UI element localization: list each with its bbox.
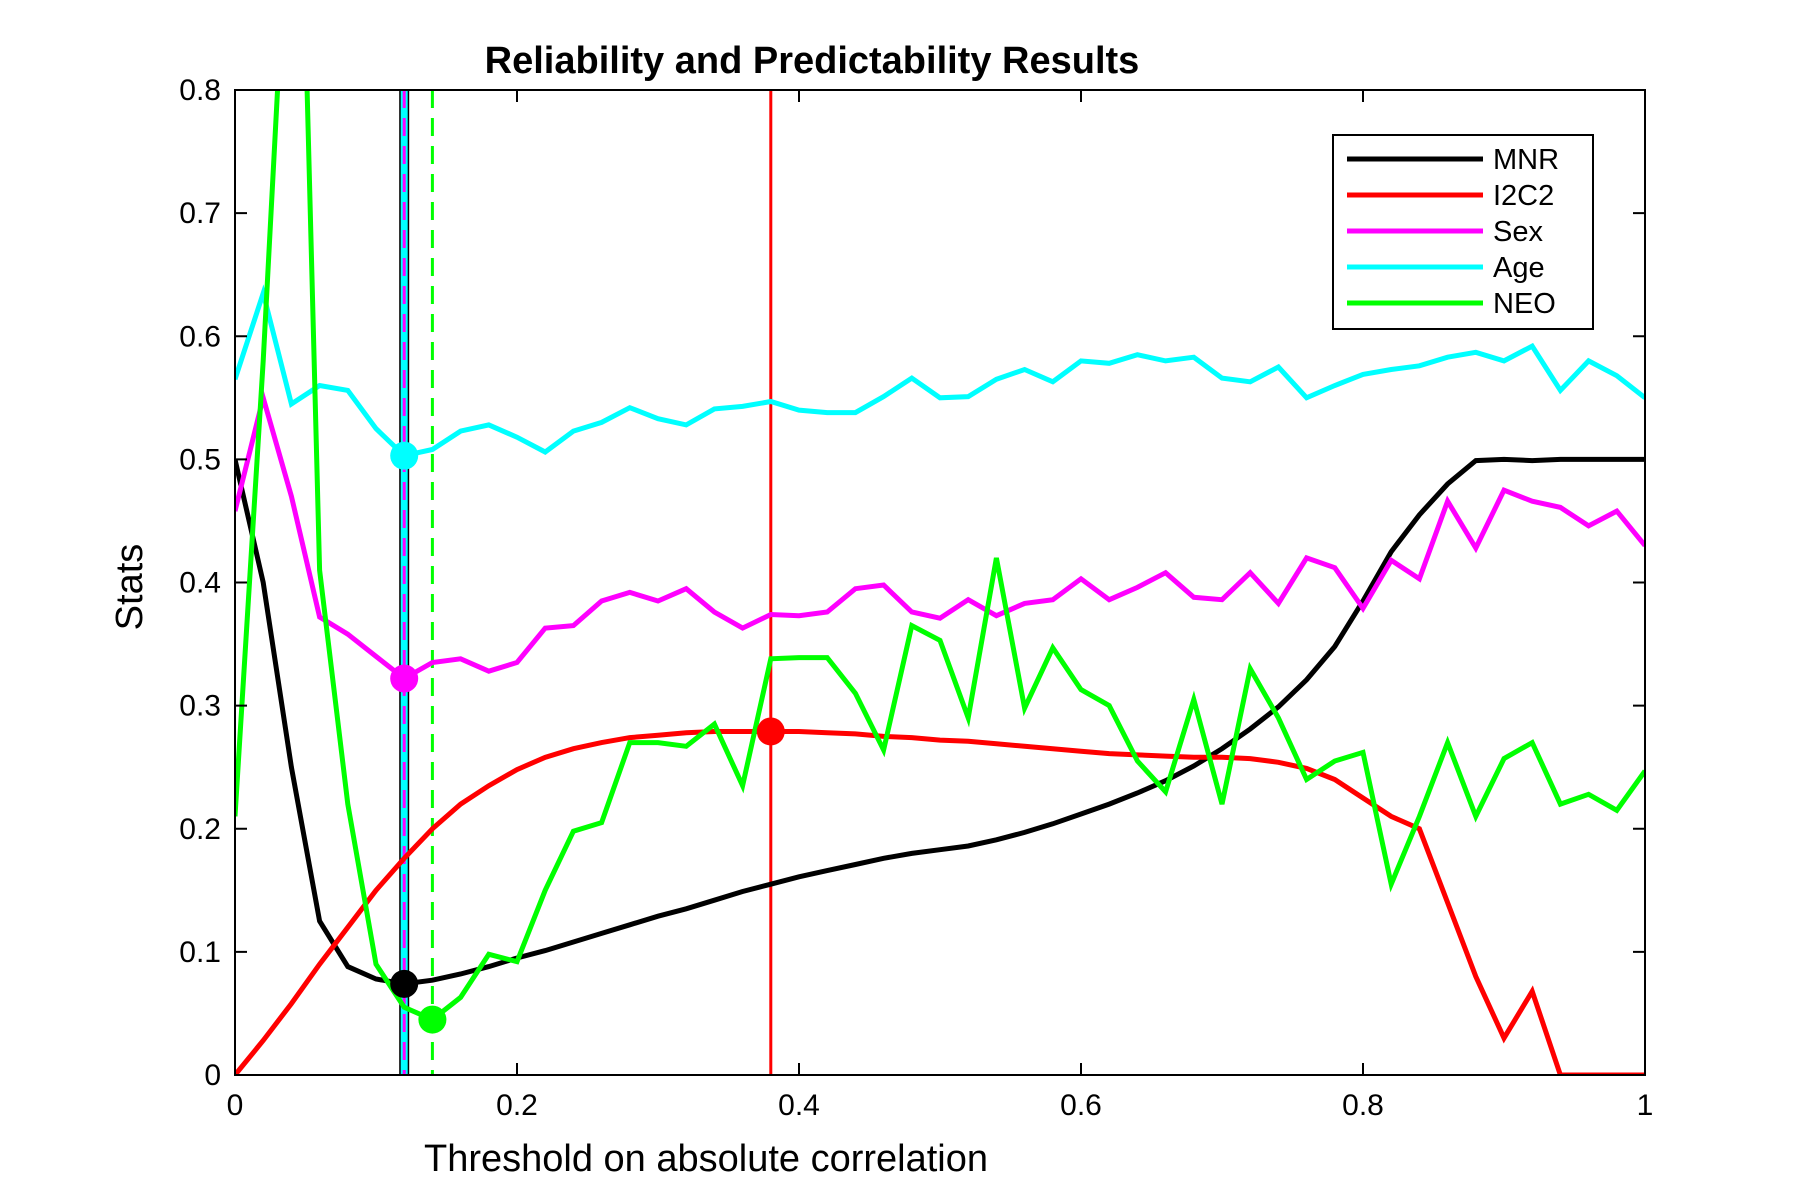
plot-area [234, 89, 1646, 1076]
x-tick-label: 0.8 [1342, 1089, 1384, 1122]
series-line-mnr [235, 456, 1645, 987]
chart-title: Reliability and Predictability Results [485, 40, 1140, 82]
legend-label-i2c2: I2C2 [1493, 180, 1554, 212]
optimum-marker-neo [418, 1005, 447, 1034]
y-tick-label: 0.3 [179, 690, 221, 723]
y-tick-label: 0.1 [179, 936, 221, 969]
series-line-i2c2 [235, 729, 1645, 1075]
series-line-sex [235, 388, 1645, 682]
x-tick-label: 0.2 [496, 1089, 538, 1122]
y-tick-label: 0.7 [179, 197, 221, 230]
legend-label-age: Age [1493, 252, 1545, 284]
y-axis-label: Stats [109, 544, 151, 631]
x-tick-label: 0 [227, 1089, 244, 1122]
optimum-marker-i2c2 [756, 717, 785, 746]
y-tick-label: 0.8 [179, 74, 221, 107]
vertical-lines [399, 90, 773, 1075]
y-tick-label: 0.5 [179, 443, 221, 476]
y-axis-ticks: 0 0.1 0.2 0.3 0.4 0.5 0.6 0.7 0.8 [179, 74, 1645, 1092]
series-line-age [235, 284, 1645, 459]
legend-label-neo: NEO [1493, 288, 1556, 320]
y-tick-label: 0.4 [179, 567, 221, 600]
markers [390, 441, 785, 1034]
optimum-marker-mnr [390, 969, 419, 998]
optimum-marker-age [390, 441, 419, 470]
y-tick-label: 0.2 [179, 813, 221, 846]
x-tick-label: 1 [1637, 1089, 1654, 1122]
legend-label-mnr: MNR [1493, 144, 1559, 176]
y-tick-label: 0 [204, 1059, 221, 1092]
x-tick-label: 0.6 [1060, 1089, 1102, 1122]
optimum-marker-sex [390, 664, 419, 693]
x-tick-label: 0.4 [778, 1089, 820, 1122]
y-tick-label: 0.6 [179, 320, 221, 353]
x-axis-label: Threshold on absolute correlation [424, 1138, 988, 1180]
x-axis-ticks: 0 0.2 0.4 0.6 0.8 1 [227, 90, 1654, 1122]
legend: MNR I2C2 Sex Age NEO [1332, 134, 1594, 330]
legend-label-sex: Sex [1493, 216, 1543, 248]
